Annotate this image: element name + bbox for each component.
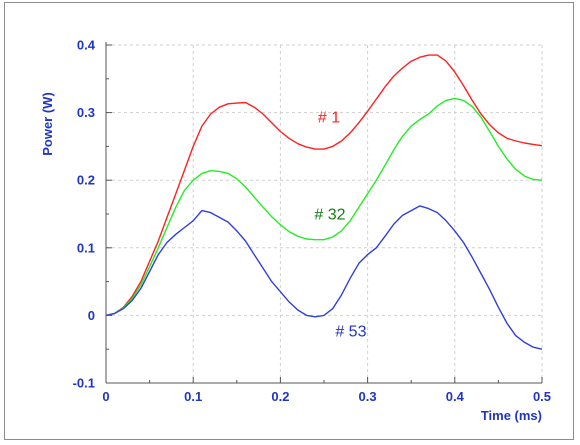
labels: # 1 # 32 # 53 0 0.1 0.2 0.3 0.4 0.5 -0.1 0 0.1 0.2 0.… [40,38,551,424]
y-tick-label: 0 [88,308,95,323]
grid [106,44,543,383]
series-label-1: # 1 [318,110,340,127]
axes [105,42,543,384]
series-label-3: # 53 [335,323,366,340]
y-tick-label: 0.4 [77,38,96,53]
y-tick-label: 0.1 [77,240,95,255]
series-label-2: # 32 [314,206,345,223]
series-line-3 [105,205,543,350]
x-tick-label: 0.3 [359,389,377,404]
series-line-2 [105,97,543,317]
x-tick-label: 0.4 [446,389,465,404]
x-axis-title: Time (ms) [481,408,542,423]
y-axis-title: Power (W) [40,92,55,156]
y-tick-label: 0.3 [77,105,95,120]
x-tick-label: 0.5 [533,389,551,404]
x-tick-label: 0.2 [271,389,289,404]
chart-frame [4,2,574,440]
series-line-1 [105,54,543,317]
y-tick-label: 0.2 [77,173,95,188]
x-tick-label: 0 [102,389,109,404]
series-group [105,54,543,350]
y-tick-label: -0.1 [73,376,95,391]
x-tick-label: 0.1 [184,389,202,404]
